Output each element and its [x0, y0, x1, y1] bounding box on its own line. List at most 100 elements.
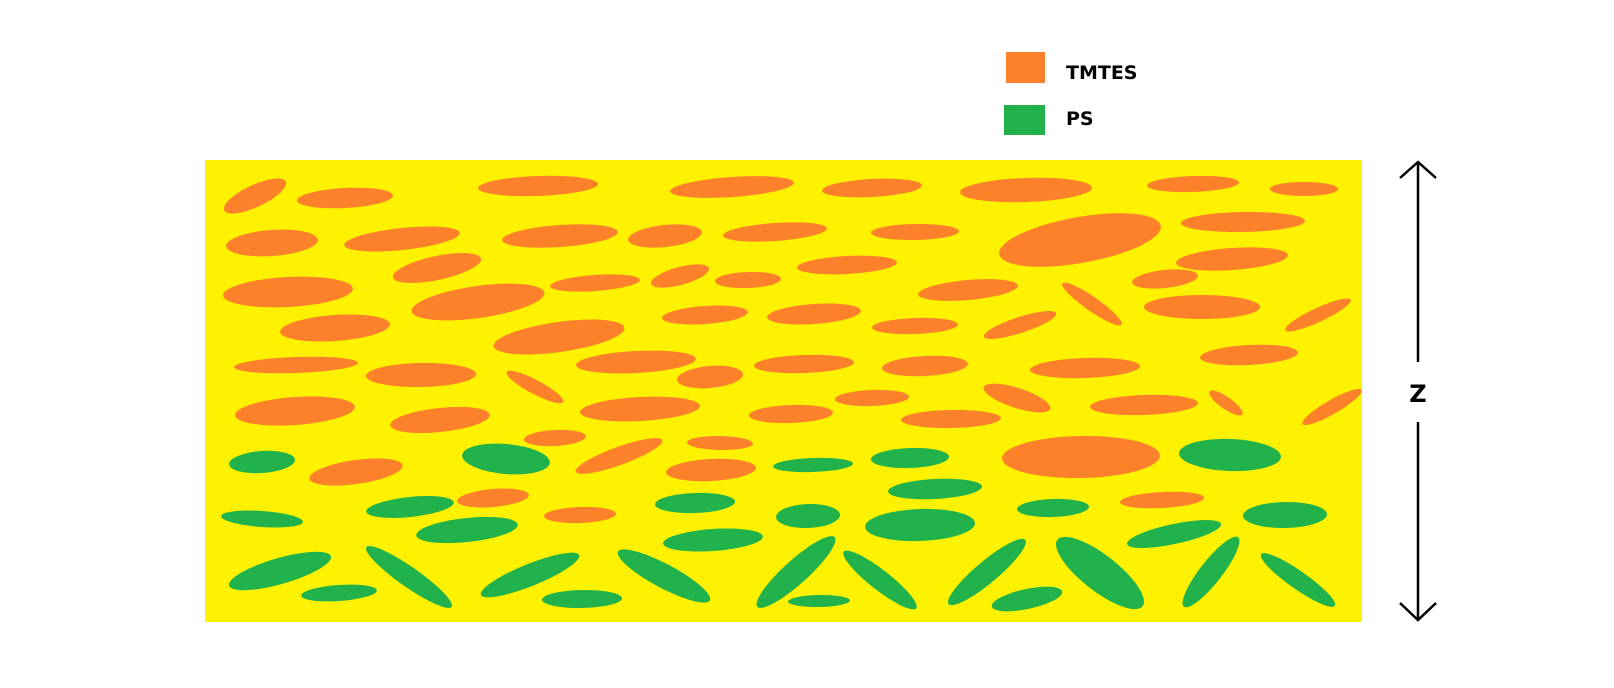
ps-particle	[416, 516, 518, 544]
tmtes-particle	[223, 178, 287, 214]
ps-particle	[228, 551, 332, 591]
tmtes-particle	[280, 314, 390, 342]
tmtes-particle	[983, 311, 1057, 339]
legend-label-tmtes: TMTES	[1066, 62, 1138, 84]
ps-particle	[229, 450, 295, 474]
tmtes-particle	[882, 355, 968, 377]
ps-particle	[366, 496, 454, 518]
tmtes-particle	[580, 396, 700, 422]
ps-particle	[480, 552, 580, 598]
tmtes-particle	[297, 187, 393, 209]
ps-particle	[617, 549, 711, 603]
tmtes-particle	[411, 283, 545, 321]
tmtes-particle	[999, 213, 1161, 267]
tmtes-particle	[366, 362, 476, 388]
tmtes-particle	[1176, 247, 1288, 271]
tmtes-particle	[666, 458, 756, 482]
tmtes-particle	[983, 383, 1051, 413]
tmtes-particle	[223, 276, 353, 308]
tmtes-particle	[235, 396, 355, 426]
tmtes-particle	[1062, 282, 1122, 326]
tmtes-particle	[723, 222, 827, 242]
legend-item-ps: PS	[1004, 105, 1094, 135]
ps-particle	[776, 503, 840, 529]
ps-particle	[788, 594, 850, 608]
z-axis-arrowhead-top	[1399, 160, 1437, 179]
tmtes-particle	[226, 229, 318, 257]
ps-particle	[888, 478, 982, 500]
tmtes-particle	[1132, 269, 1198, 289]
tmtes-particle	[835, 389, 909, 407]
ps-particle	[1260, 553, 1336, 607]
tmtes-particle	[767, 303, 861, 325]
tmtes-particle	[544, 506, 616, 524]
z-axis-arrowhead-bottom	[1399, 602, 1437, 622]
tmtes-particle	[662, 305, 748, 325]
legend: TMTES PS	[1004, 52, 1138, 135]
ps-particle	[865, 508, 975, 542]
ps-particle	[655, 492, 735, 514]
z-axis: Z	[1399, 160, 1437, 622]
tmtes-particle	[628, 224, 702, 248]
tmtes-particle	[392, 252, 482, 284]
ps-particle	[1017, 498, 1089, 518]
ps-particle	[871, 447, 949, 469]
ps-particle	[948, 538, 1026, 606]
ps-particle	[1182, 536, 1240, 608]
tmtes-particle	[390, 406, 490, 434]
tmtes-particle	[1200, 344, 1298, 366]
particles-layer	[221, 175, 1362, 612]
tmtes-particle	[677, 365, 743, 389]
tmtes-particle	[1302, 388, 1362, 426]
tmtes-particle	[918, 279, 1018, 301]
ps-particle	[1179, 438, 1281, 472]
ps-particle	[542, 589, 622, 609]
ps-particle	[1056, 536, 1144, 610]
tmtes-particle	[960, 177, 1092, 203]
tmtes-particle	[1181, 211, 1305, 233]
tmtes-particle	[822, 178, 922, 198]
tmtes-particle	[1147, 175, 1239, 193]
tmtes-particle	[309, 458, 403, 486]
tmtes-particle	[650, 264, 710, 288]
ps-particle	[301, 584, 377, 602]
tmtes-particle	[872, 317, 958, 335]
tmtes-particle	[493, 319, 625, 355]
ps-particle	[843, 550, 917, 610]
tmtes-particle	[502, 224, 618, 248]
legend-swatch-ps	[1004, 105, 1045, 135]
ps-particle	[663, 528, 763, 552]
legend-item-tmtes: TMTES	[1006, 52, 1138, 84]
ps-particle	[221, 510, 303, 528]
tmtes-particle	[754, 354, 854, 374]
tmtes-particle	[344, 226, 460, 252]
legend-label-ps: PS	[1066, 108, 1094, 130]
tmtes-particle	[901, 409, 1001, 429]
tmtes-particle	[715, 271, 781, 289]
ps-particle	[1243, 501, 1327, 529]
tmtes-particle	[1002, 435, 1160, 479]
tmtes-particle	[797, 255, 897, 275]
legend-swatch-tmtes	[1006, 52, 1045, 83]
ps-particle	[366, 546, 452, 608]
tmtes-particle	[1270, 182, 1338, 196]
tmtes-particle	[670, 176, 794, 198]
tmtes-particle	[524, 429, 586, 447]
ps-particle	[1127, 520, 1221, 548]
tmtes-particle	[1209, 390, 1243, 416]
tmtes-particle	[478, 175, 598, 197]
tmtes-particle	[1144, 295, 1260, 319]
tmtes-particle	[687, 435, 753, 451]
ps-particle	[462, 443, 550, 475]
ps-particle	[991, 586, 1063, 612]
tmtes-particle	[457, 488, 529, 508]
film-cross-section	[205, 160, 1362, 622]
tmtes-particle	[1120, 491, 1204, 509]
tmtes-particle	[1090, 394, 1198, 416]
tmtes-particle	[749, 404, 833, 424]
ps-particle	[773, 457, 853, 473]
tmtes-particle	[1285, 298, 1351, 332]
z-axis-label: Z	[1409, 380, 1426, 408]
tmtes-particle	[871, 223, 959, 241]
